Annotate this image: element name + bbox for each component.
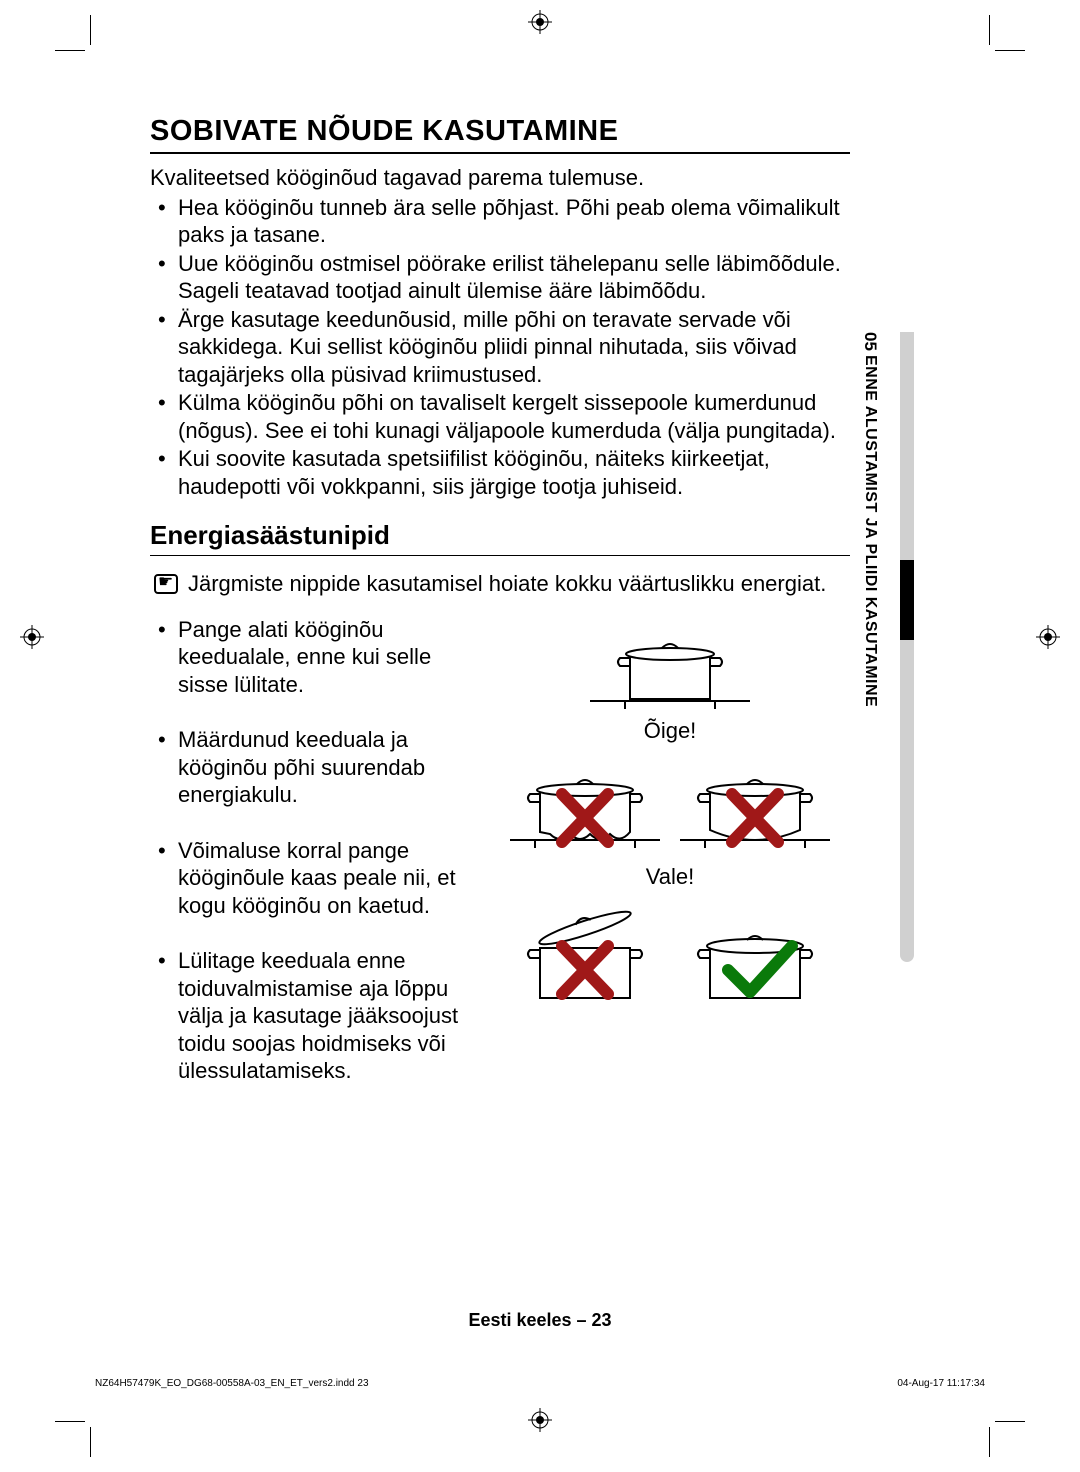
hint-row: Järgmiste nippide kasutamisel hoiate kok… [150,570,850,598]
section-title: ENNE ALUSTAMIST JA PLIIDI KASUTAMINE [861,355,879,707]
crop-mark [55,1421,85,1422]
crop-mark [995,1421,1025,1422]
list-item: Ärge kasutage keedunõusid, mille põhi on… [150,306,850,389]
subheading: Energiasäästunipid [150,520,850,556]
side-indicator-bar [900,332,914,962]
registration-mark-icon [528,1408,552,1432]
list-item: Võimaluse korral pange kööginõule kaas p… [150,837,480,920]
caption-wrong: Vale! [646,864,695,890]
print-meta-date: 04-Aug-17 11:17:34 [897,1378,985,1389]
side-indicator-marker [900,560,914,640]
list-item: Lülitage keeduala enne toiduvalmistamise… [150,947,480,1085]
list-item: Pange alati kööginõu keedualale, enne ku… [150,616,480,699]
crop-mark [989,1427,990,1457]
crop-mark [90,15,91,45]
list-item: Uue kööginõu ostmisel pöörake erilist tä… [150,250,850,305]
crop-mark [995,50,1025,51]
bullet-list: Hea kööginõu tunneb ära selle põhjast. P… [150,194,850,501]
crop-mark [55,50,85,51]
pots-lid-icon [500,898,840,1018]
list-item: Hea kööginõu tunneb ära selle põhjast. P… [150,194,850,249]
registration-mark-icon [1036,625,1060,649]
list-item: Määrdunud keeduala ja kööginõu põhi suur… [150,726,480,809]
pots-wrong-icon [500,752,840,862]
pot-correct-icon [570,616,770,716]
registration-mark-icon [528,10,552,34]
section-number: 05 [860,332,880,351]
crop-mark [989,15,990,45]
page-footer: Eesti keeles – 23 [0,1310,1080,1331]
side-tab: 05 ENNE ALUSTAMIST JA PLIIDI KASUTAMINE [850,332,890,782]
caption-correct: Õige! [644,718,697,744]
registration-mark-icon [20,625,44,649]
crop-mark [90,1427,91,1457]
page-content: SOBIVATE NÕUDE KASUTAMINE Kvaliteetsed k… [150,115,850,1113]
tips-list: Pange alati kööginõu keedualale, enne ku… [150,616,480,1085]
intro-text: Kvaliteetsed kööginõud tagavad parema tu… [150,164,850,192]
page-title: SOBIVATE NÕUDE KASUTAMINE [150,115,850,154]
hint-text: Järgmiste nippide kasutamisel hoiate kok… [188,570,826,598]
list-item: Külma kööginõu põhi on tavaliselt kergel… [150,389,850,444]
print-meta-file: NZ64H57479K_EO_DG68-00558A-03_EN_ET_vers… [95,1378,369,1389]
list-item: Kui soovite kasutada spetsiifilist köögi… [150,445,850,500]
hint-icon [154,574,178,594]
